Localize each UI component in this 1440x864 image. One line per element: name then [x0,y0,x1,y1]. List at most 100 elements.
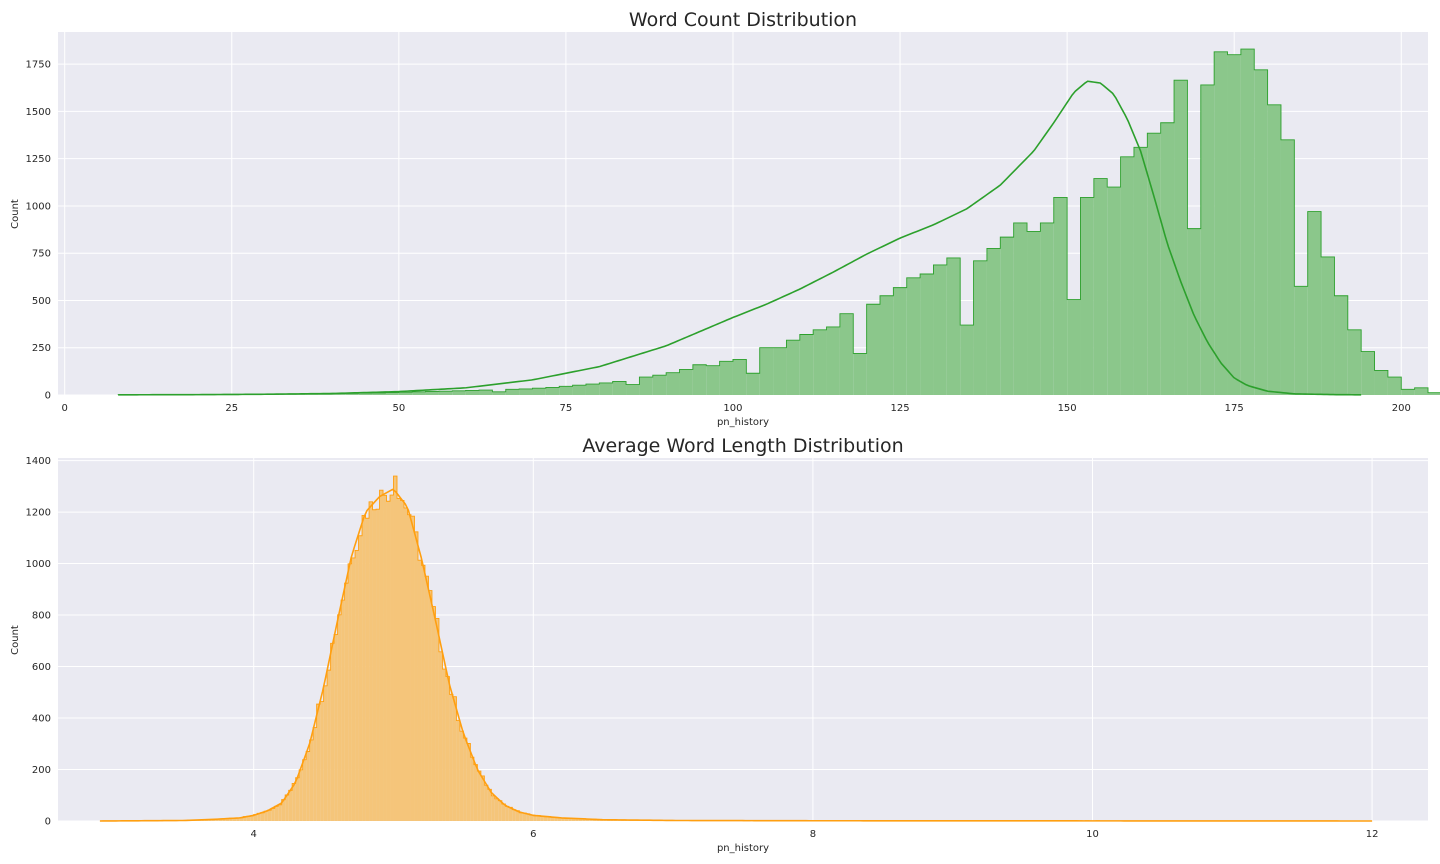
histogram-bar [1080,197,1094,395]
histogram-bar [299,769,303,821]
histogram-bar [1428,392,1440,395]
histogram-bar [285,794,289,821]
histogram-bar [1147,133,1161,395]
histogram-bar [1093,178,1108,395]
histogram-bar [526,813,530,821]
histogram-bar [400,500,404,821]
histogram-bar [799,334,814,395]
x-tick-label: 12 [1366,829,1379,840]
histogram-bar [385,392,399,395]
histogram-bar [243,816,247,821]
histogram-bar [218,818,223,821]
y-axis-label: Count [10,199,21,229]
histogram-bar [358,535,363,821]
histogram-bar [397,498,401,821]
histogram-bar [1067,299,1081,395]
histogram-bar [732,359,747,395]
histogram-bar [1174,80,1188,395]
histogram-bar [449,694,453,821]
x-tick-label: 8 [810,829,816,840]
histogram-bar [306,751,310,821]
histogram-bar [479,390,493,395]
histogram-bar [267,810,272,821]
histogram-bar [575,818,579,821]
histogram-bar [452,696,457,821]
x-tick-label: 150 [1058,403,1077,414]
histogram-bar [424,576,429,821]
histogram-bar [571,818,576,821]
histogram [117,48,1440,396]
x-tick-label: 75 [560,403,573,414]
histogram-bar [540,816,544,821]
histogram-bar [398,392,413,395]
histogram-bar [557,817,562,821]
histogram-bar [281,799,286,821]
histogram-bar [1307,211,1322,395]
histogram-bar [692,364,707,395]
histogram-bar [599,382,613,395]
histogram-bar [323,685,328,821]
histogram-bar [379,490,384,821]
histogram-bar [484,785,488,821]
histogram-bar [547,816,551,821]
histogram-bar [589,819,593,821]
histogram-bar [403,507,408,821]
histogram-bar [492,391,506,395]
histogram-bar [512,809,516,821]
histogram-bar [933,264,947,395]
histogram-bar [466,743,471,821]
histogram-bar [372,509,377,821]
histogram-bar [1401,389,1415,395]
histogram-bar [365,518,370,821]
histogram-bar [470,757,474,821]
histogram-bar [1200,84,1215,395]
histogram-bar [452,390,466,395]
plot-background [58,458,1428,821]
histogram-bar [626,384,640,395]
histogram-bar [271,808,275,821]
histogram-bar [773,347,787,395]
histogram-bar [505,806,509,821]
histogram-bar [309,739,314,821]
histogram-bar [515,810,520,821]
histogram-bar [519,812,523,821]
histogram-bar [706,365,720,395]
histogram-bar [1013,222,1028,395]
histogram-bar [278,804,282,821]
y-tick-label: 1250 [26,154,51,165]
histogram-bar [425,391,439,395]
histogram-bar [920,274,934,395]
avg-word-length-chart: Average Word Length Distribution 4 6 8 10 12… [10,435,1428,854]
histogram-bar [412,391,426,395]
histogram-bar [393,476,398,821]
histogram-bar [1294,286,1308,395]
histogram-bar [946,257,961,395]
histogram-bar [390,495,394,821]
histogram-bar [327,670,331,821]
histogram-bar [246,816,251,821]
histogram-bar [215,819,219,821]
histogram-bar [550,817,555,821]
histogram-bar [236,817,240,821]
histogram-bar [585,819,590,821]
x-tick-label: 125 [891,403,910,414]
kde-curve [118,80,1362,396]
histogram-bar [652,375,667,395]
y-tick-label: 1000 [26,559,51,570]
histogram-bar [1187,228,1201,395]
y-tick-label: 400 [32,714,51,725]
histogram-bar [257,813,261,821]
x-tick-label: 4 [251,829,257,840]
histogram-bar [438,391,453,395]
histogram-bar [250,815,254,821]
histogram-bar [320,701,324,821]
histogram-bar [414,531,418,821]
histogram-bar [332,393,346,395]
kde-line [99,488,1373,822]
histogram-bar [1387,377,1402,395]
histogram-bar [561,817,565,821]
histogram-bar [260,812,265,821]
histogram-bar [1160,122,1175,395]
histogram-bar [274,806,279,821]
histogram-bar [438,651,443,821]
